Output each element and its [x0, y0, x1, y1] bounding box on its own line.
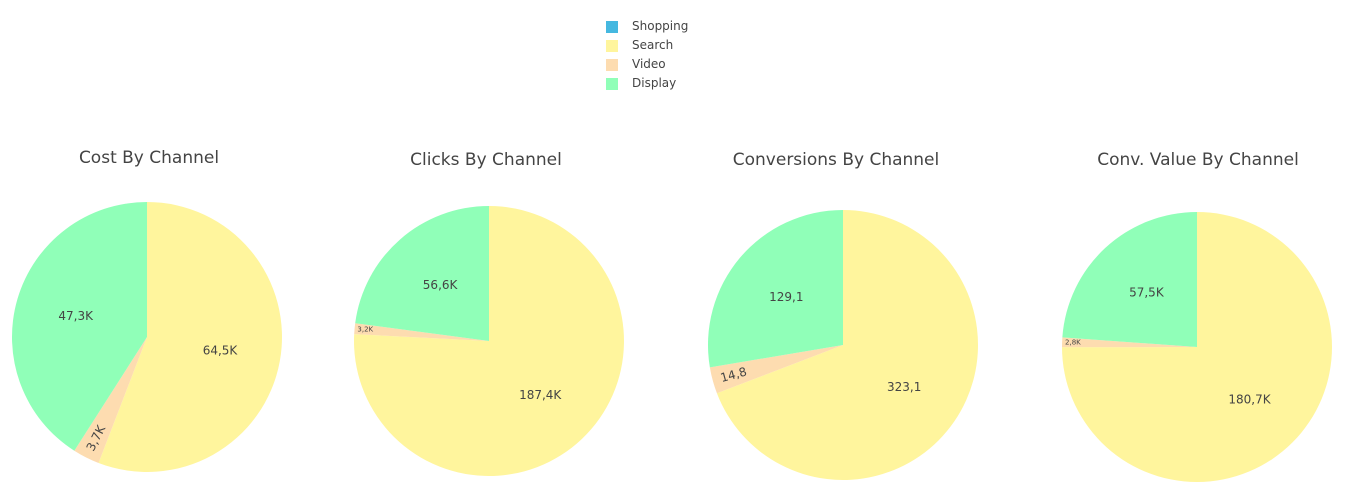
legend-label-shopping: Shopping: [632, 19, 689, 33]
chart-title-clicks: Clicks By Channel: [410, 150, 562, 170]
pie-slice-video[interactable]: [74, 337, 147, 463]
pie-slice-label-search: 323,1: [887, 380, 921, 394]
chart-title-cost: Cost By Channel: [78, 148, 220, 168]
chart-title-conv-value: Conv. Value By Channel: [1097, 150, 1299, 170]
legend-swatch-display: [606, 77, 618, 90]
pie-conv-value-by-channel: 180,7K 2,8K 57,5K: [1061, 212, 1332, 482]
pie-slice-label-video: 14,8: [719, 365, 748, 386]
pie-slice-display[interactable]: [1062, 212, 1197, 347]
legend-swatch-video: [606, 58, 618, 71]
pie-clicks-by-channel: 187,4K 3,2K 56,6K: [353, 206, 624, 476]
legend-item-shopping[interactable]: Shopping: [606, 17, 688, 36]
pie-slice-search[interactable]: [716, 210, 979, 480]
legend-item-display[interactable]: Display: [606, 74, 688, 93]
legend: Shopping Search Video Display: [606, 17, 688, 93]
legend-item-search[interactable]: Search: [606, 36, 688, 55]
pie-slice-display[interactable]: [355, 206, 489, 341]
legend-label-display: Display: [632, 76, 677, 90]
pie-slice-search[interactable]: [353, 206, 624, 476]
pie-slice-video[interactable]: [1061, 337, 1197, 348]
pie-slice-label-search: 64,5K: [203, 344, 239, 358]
legend-label-video: Video: [632, 57, 666, 71]
pie-slice-label-display: 47,3K: [58, 309, 94, 323]
pie-slice-video[interactable]: [354, 323, 489, 341]
pie-slice-video[interactable]: [709, 345, 843, 394]
legend-label-search: Search: [632, 38, 674, 52]
pie-slice-label-search: 180,7K: [1228, 393, 1271, 407]
pie-slice-label-video: 3,2K: [357, 326, 373, 334]
pie-slice-display[interactable]: [708, 210, 843, 368]
legend-item-video[interactable]: Video: [606, 55, 688, 74]
pie-slice-label-video: 2,8K: [1065, 339, 1081, 347]
legend-swatch-search: [606, 39, 618, 52]
pie-conversions-by-channel: 323,1 14,8 129,1: [708, 210, 979, 480]
pie-slice-search[interactable]: [98, 202, 282, 472]
chart-title-conversions: Conversions By Channel: [732, 150, 940, 170]
pie-slice-label-display: 129,1: [769, 290, 803, 304]
pie-slice-label-display: 57,5K: [1129, 286, 1165, 300]
pie-slice-label-search: 187,4K: [519, 388, 562, 402]
legend-swatch-shopping: [606, 20, 618, 33]
pie-slice-label-display: 56,6K: [423, 278, 459, 292]
pie-slice-display[interactable]: [11, 202, 147, 451]
